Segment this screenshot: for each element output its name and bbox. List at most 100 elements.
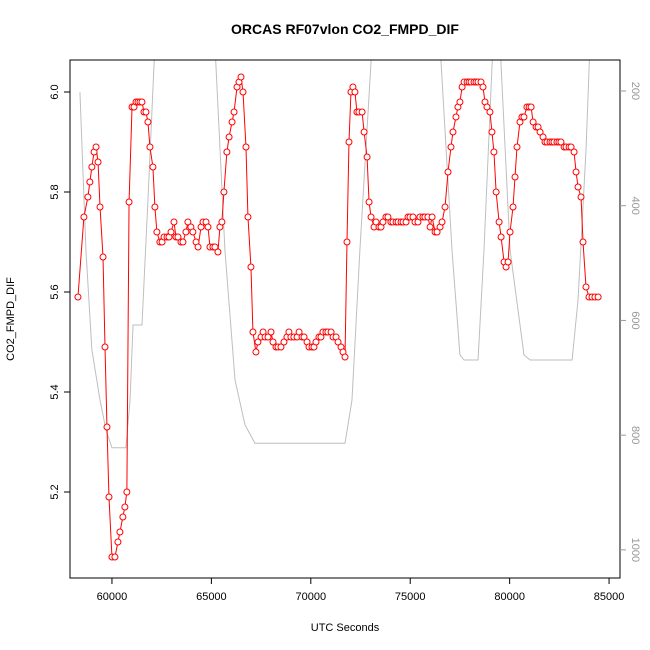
data-point [351, 88, 359, 96]
data-point [486, 108, 494, 116]
data-point [358, 108, 366, 116]
data-point [167, 228, 175, 236]
data-point [557, 138, 565, 146]
data-point [184, 218, 192, 226]
data-point [214, 248, 222, 256]
data-point [577, 193, 585, 201]
chart-title: ORCAS RF07vlon CO2_FMPD_DIF [231, 21, 459, 37]
data-point [182, 228, 190, 236]
data-point [119, 513, 127, 521]
data-point [447, 143, 455, 151]
data-point [452, 113, 460, 121]
data-point [574, 183, 582, 191]
data-point [111, 553, 119, 561]
data-point [228, 118, 236, 126]
data-point [252, 348, 260, 356]
data-point [497, 233, 505, 241]
data-point [267, 328, 275, 336]
data-point [84, 193, 92, 201]
data-point [170, 218, 178, 226]
data-point [146, 143, 154, 151]
data-point [223, 148, 231, 156]
data-point [264, 333, 272, 341]
plot-frame [69, 59, 621, 579]
x-tick-label: 85000 [594, 591, 625, 603]
data-point [211, 243, 219, 251]
data-point [594, 293, 602, 301]
data-point [509, 203, 517, 211]
data-point [513, 143, 521, 151]
data-point [343, 238, 351, 246]
data-point [341, 353, 349, 361]
data-point [529, 118, 537, 126]
data-point [372, 218, 380, 226]
data-point [99, 253, 107, 261]
y-tick-label: 5.6 [49, 284, 61, 299]
data-point [520, 113, 528, 121]
data-point [242, 143, 250, 151]
data-point [345, 138, 353, 146]
data-point [567, 143, 575, 151]
data-point [295, 328, 303, 336]
data-point [80, 213, 88, 221]
data-point [492, 188, 500, 196]
data-point [280, 338, 288, 346]
series-line [79, 60, 590, 449]
data-point [249, 328, 257, 336]
y-tick-label: 5.8 [49, 184, 61, 199]
data-point [367, 213, 375, 221]
data-point [239, 88, 247, 96]
data-point [426, 223, 434, 231]
data-point [114, 538, 122, 546]
y2-tick-label: 200 [629, 82, 641, 100]
y2-tick-label: 1000 [629, 538, 641, 562]
data-point [149, 163, 157, 171]
y-axis-label: CO2_FMPD_DIF [5, 277, 17, 361]
x-axis-label: UTC Seconds [311, 622, 380, 634]
y-tick-label: 6.0 [49, 84, 61, 99]
data-point [449, 128, 457, 136]
data-point [456, 98, 464, 106]
data-point [363, 153, 371, 161]
data-point [300, 333, 308, 341]
data-point [582, 283, 590, 291]
x-tick-label: 65000 [196, 591, 227, 603]
data-point [479, 83, 487, 91]
data-point [179, 238, 187, 246]
data-point [220, 188, 228, 196]
data-point [88, 163, 96, 171]
data-point [153, 228, 161, 236]
data-point [125, 198, 133, 206]
data-point [360, 128, 368, 136]
data-point [334, 338, 342, 346]
data-point [490, 148, 498, 156]
data-point [428, 213, 436, 221]
data-point [570, 148, 578, 156]
data-point [123, 488, 131, 496]
x-tick-label: 70000 [296, 591, 327, 603]
data-point [312, 338, 320, 346]
data-point [189, 228, 197, 236]
y2-tick-label: 800 [629, 426, 641, 444]
data-point [269, 338, 277, 346]
y2-tick-label: 600 [629, 311, 641, 329]
data-point [151, 203, 159, 211]
data-point [101, 343, 109, 351]
data-point [103, 423, 111, 431]
data-point [379, 218, 387, 226]
data-point [230, 108, 238, 116]
data-point [144, 118, 152, 126]
data-point [247, 263, 255, 271]
data-point [94, 158, 102, 166]
data-point [511, 173, 519, 181]
y-tick-label: 5.4 [49, 384, 61, 399]
x-tick-label: 60000 [97, 591, 128, 603]
x-tick-label: 80000 [494, 591, 525, 603]
data-point [483, 103, 491, 111]
data-point [384, 213, 392, 221]
plot-area [74, 60, 602, 561]
data-point [527, 103, 535, 111]
data-point [579, 238, 587, 246]
